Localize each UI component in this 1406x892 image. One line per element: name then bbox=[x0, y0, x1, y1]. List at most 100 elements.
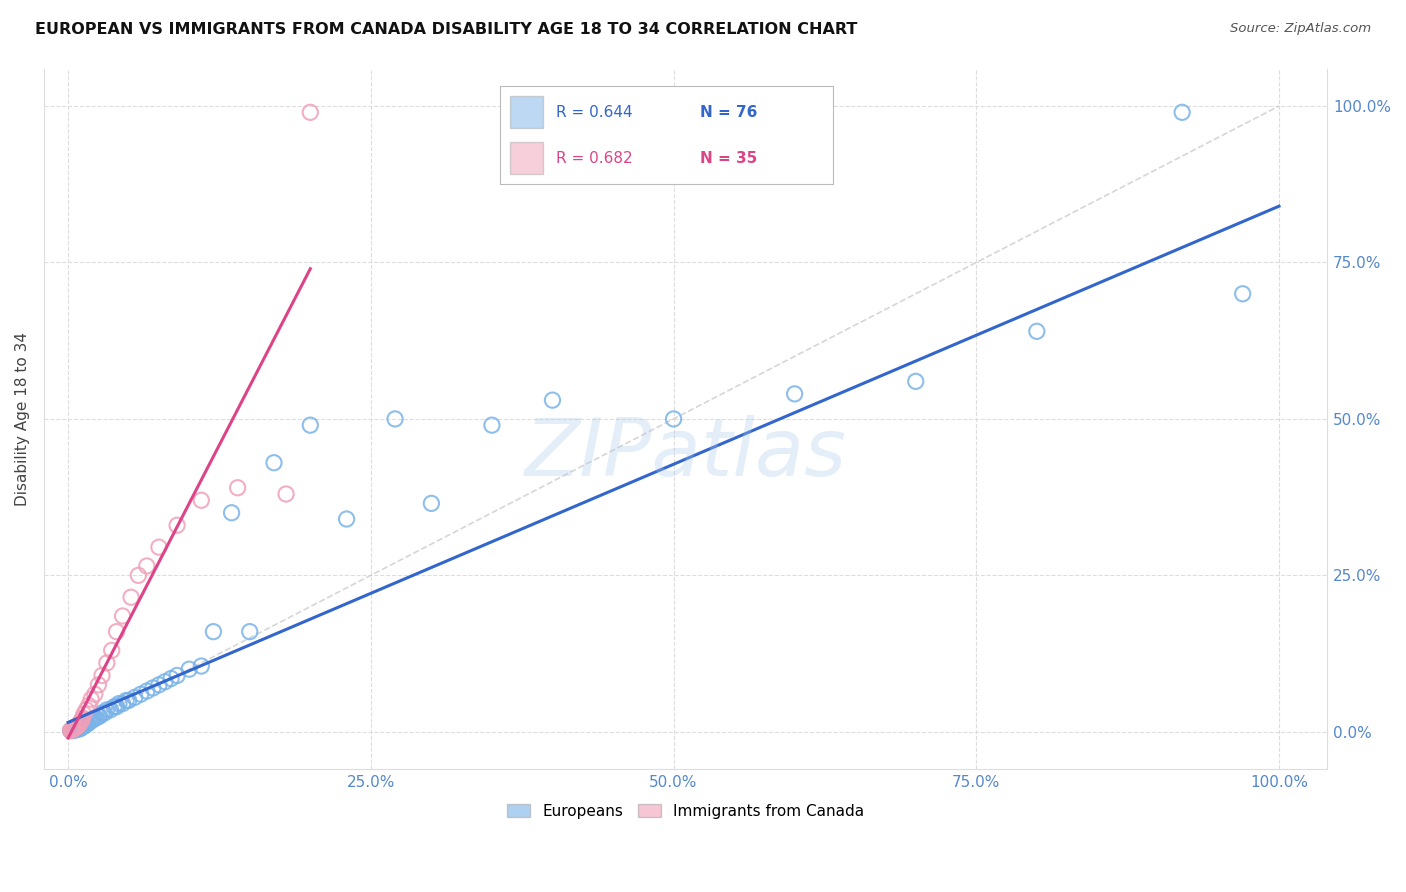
Point bbox=[69, 722, 91, 736]
Point bbox=[62, 722, 84, 736]
Point bbox=[135, 684, 157, 698]
Point bbox=[63, 721, 86, 735]
Point bbox=[77, 698, 100, 713]
Point bbox=[105, 699, 128, 714]
Point bbox=[66, 721, 89, 735]
Point bbox=[77, 715, 100, 730]
Point bbox=[70, 720, 93, 734]
Point bbox=[91, 668, 114, 682]
Point bbox=[62, 723, 84, 737]
Point bbox=[76, 716, 98, 731]
Point bbox=[73, 707, 96, 722]
Point bbox=[1232, 286, 1254, 301]
Point bbox=[69, 715, 91, 730]
Point bbox=[59, 723, 82, 738]
Point bbox=[60, 723, 83, 737]
Point bbox=[69, 720, 91, 734]
Point bbox=[62, 723, 84, 737]
Point bbox=[60, 723, 83, 738]
Point bbox=[65, 723, 87, 737]
Point bbox=[87, 709, 110, 723]
Point bbox=[299, 105, 322, 120]
Point bbox=[66, 722, 89, 736]
Point bbox=[481, 418, 503, 433]
Point bbox=[73, 717, 96, 731]
Point bbox=[108, 697, 131, 711]
Point bbox=[63, 723, 86, 737]
Point bbox=[166, 518, 188, 533]
Point bbox=[70, 720, 93, 734]
Point bbox=[89, 709, 111, 723]
Point bbox=[91, 706, 114, 720]
Point bbox=[80, 714, 103, 728]
Point bbox=[80, 692, 103, 706]
Point bbox=[72, 720, 94, 734]
Point bbox=[70, 714, 93, 728]
Point bbox=[111, 609, 134, 624]
Point bbox=[63, 723, 86, 737]
Point bbox=[263, 456, 285, 470]
Point bbox=[202, 624, 225, 639]
Point bbox=[63, 721, 86, 735]
Point bbox=[75, 703, 97, 717]
Point bbox=[63, 723, 86, 737]
Text: Source: ZipAtlas.com: Source: ZipAtlas.com bbox=[1230, 22, 1371, 36]
Point bbox=[62, 723, 84, 738]
Point bbox=[226, 481, 249, 495]
Point bbox=[96, 703, 118, 717]
Point bbox=[118, 693, 141, 707]
Point bbox=[904, 375, 927, 389]
Point bbox=[662, 412, 685, 426]
Point bbox=[135, 558, 157, 573]
Point bbox=[124, 690, 146, 705]
Point bbox=[84, 711, 107, 725]
Point bbox=[190, 493, 212, 508]
Point bbox=[100, 703, 122, 717]
Point bbox=[420, 496, 443, 510]
Point bbox=[67, 722, 90, 736]
Point bbox=[153, 674, 176, 689]
Point bbox=[142, 681, 165, 695]
Point bbox=[83, 711, 105, 725]
Point bbox=[148, 540, 170, 554]
Point bbox=[148, 678, 170, 692]
Point bbox=[111, 697, 134, 711]
Point bbox=[66, 718, 89, 732]
Point bbox=[65, 723, 87, 737]
Point bbox=[87, 678, 110, 692]
Point bbox=[72, 711, 94, 725]
Point bbox=[96, 656, 118, 670]
Point bbox=[60, 723, 83, 737]
Point bbox=[65, 720, 87, 734]
Point bbox=[65, 722, 87, 736]
Point bbox=[160, 672, 183, 686]
Y-axis label: Disability Age 18 to 34: Disability Age 18 to 34 bbox=[15, 332, 30, 506]
Point bbox=[103, 699, 125, 714]
Point bbox=[384, 412, 406, 426]
Point bbox=[783, 387, 806, 401]
Point bbox=[83, 687, 105, 701]
Point bbox=[67, 721, 90, 735]
Point bbox=[221, 506, 243, 520]
Point bbox=[72, 719, 94, 733]
Point bbox=[73, 719, 96, 733]
Point bbox=[274, 487, 297, 501]
Point bbox=[75, 717, 97, 731]
Point bbox=[63, 722, 86, 736]
Text: EUROPEAN VS IMMIGRANTS FROM CANADA DISABILITY AGE 18 TO 34 CORRELATION CHART: EUROPEAN VS IMMIGRANTS FROM CANADA DISAB… bbox=[35, 22, 858, 37]
Point bbox=[190, 659, 212, 673]
Text: ZIPatlas: ZIPatlas bbox=[524, 415, 846, 493]
Point bbox=[66, 723, 89, 737]
Point bbox=[105, 624, 128, 639]
Point bbox=[127, 568, 149, 582]
Point bbox=[336, 512, 359, 526]
Point bbox=[59, 723, 82, 738]
Point bbox=[166, 668, 188, 682]
Point bbox=[69, 721, 91, 735]
Point bbox=[179, 662, 201, 676]
Point bbox=[120, 591, 142, 605]
Point bbox=[65, 722, 87, 736]
Point bbox=[100, 643, 122, 657]
Point bbox=[73, 718, 96, 732]
Point bbox=[239, 624, 262, 639]
